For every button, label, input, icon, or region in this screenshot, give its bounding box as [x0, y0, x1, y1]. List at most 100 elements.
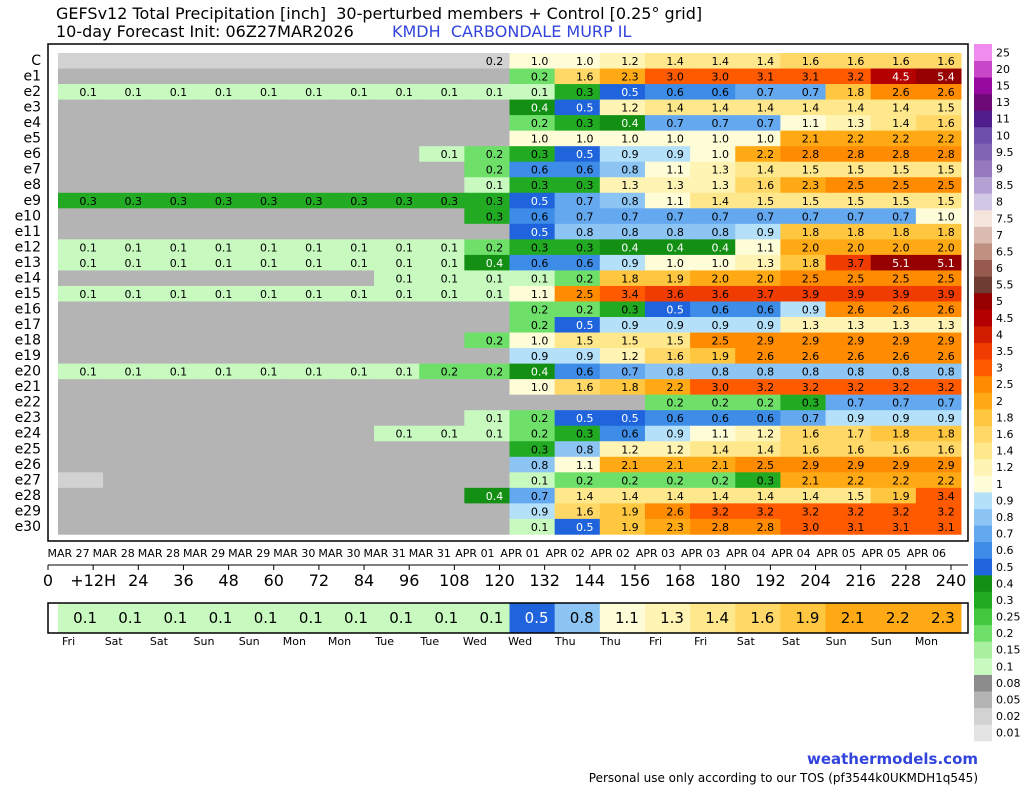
cell-e15-13	[644, 285, 691, 302]
colorbar-swatch-28	[974, 259, 992, 277]
cell-e30-11	[554, 518, 601, 535]
cell-e25-13	[644, 441, 691, 458]
mean-cell-18	[870, 603, 917, 633]
cell-value: 1.4	[802, 102, 820, 115]
cell-e23-19	[915, 410, 962, 427]
cell-value: 0.7	[576, 195, 594, 208]
mean-value: 0.1	[118, 609, 142, 627]
cell-e25-8	[419, 441, 465, 458]
cell-value: 3.2	[802, 381, 820, 394]
cell-value: 0.6	[621, 428, 639, 441]
cell-e29-6	[328, 503, 375, 520]
member-label-e19: e19	[15, 348, 41, 364]
weekday-label: Mon	[283, 635, 306, 648]
cell-e26-12	[599, 456, 646, 473]
cell-e8-18	[870, 177, 917, 194]
cell-value: 3.0	[802, 521, 820, 534]
cell-e13-5	[283, 254, 330, 271]
cell-e28-2	[148, 487, 194, 504]
cell-e6-4	[238, 146, 285, 163]
cell-e4-11	[554, 115, 601, 131]
cell-value: 1.6	[937, 443, 955, 456]
cell-value: 0.1	[486, 412, 504, 425]
cell-e20-12	[599, 363, 646, 380]
cell-value: 0.7	[666, 117, 684, 130]
cell-e25-16	[780, 441, 827, 458]
cell-value: 1.4	[892, 102, 910, 115]
cell-e24-16	[780, 425, 827, 442]
cell-value: 1.6	[666, 350, 684, 363]
cell-e7-17	[825, 161, 872, 178]
colorbar-label: 0.2	[996, 627, 1014, 640]
colorbar-label: 25	[996, 46, 1010, 59]
colorbar-label: 4	[996, 328, 1003, 341]
cell-value: 0.2	[531, 71, 549, 84]
colorbar-label: 11	[996, 113, 1010, 126]
cell-value: 0.4	[486, 257, 504, 270]
cell-value: 3.2	[892, 381, 910, 394]
cell-value: 1.2	[621, 443, 639, 456]
member-label-e10: e10	[15, 208, 41, 224]
cell-value: 2.9	[847, 335, 865, 348]
cell-e8-2	[148, 177, 194, 194]
cell-value: 0.1	[441, 272, 459, 285]
cell-value: 1.5	[892, 195, 910, 208]
cell-e1-1	[103, 68, 149, 85]
cell-value: 0.1	[441, 86, 459, 99]
cell-e3-9	[464, 99, 510, 116]
cell-e1-17	[825, 68, 872, 85]
cell-value: 2.2	[757, 148, 775, 161]
cell-e22-10	[509, 394, 556, 411]
date-label: MAR 28	[138, 547, 180, 560]
cell-value: 0.2	[486, 164, 504, 177]
member-label-e15: e15	[15, 286, 41, 302]
cell-e27-14	[690, 472, 736, 489]
colorbar-label: 0.05	[996, 694, 1021, 707]
cell-value: 3.2	[712, 505, 730, 518]
colorbar-swatch-0	[974, 724, 992, 742]
cell-e14-0	[58, 270, 104, 287]
cell-value: 0.3	[757, 474, 775, 487]
hour-tick-label: 108	[439, 571, 470, 590]
cell-value: 0.8	[892, 366, 910, 379]
date-label: MAR 30	[318, 547, 360, 560]
cell-e25-6	[328, 441, 375, 458]
mean-cell-11	[554, 603, 601, 633]
cell-e22-8	[419, 394, 465, 411]
brand-link[interactable]: weathermodels.com	[806, 750, 978, 768]
cell-e19-7	[374, 348, 420, 364]
cell-e22-19	[915, 394, 962, 411]
cell-value: 1.1	[666, 164, 684, 177]
cell-e6-19	[915, 146, 962, 163]
cell-e26-3	[193, 456, 240, 473]
cell-e9-10	[509, 192, 556, 209]
cell-value: 2.1	[802, 133, 820, 146]
cell-value: 1.4	[712, 102, 730, 115]
cell-e7-9	[464, 161, 510, 178]
cell-value: 1.1	[576, 459, 594, 472]
cell-e26-6	[328, 456, 375, 473]
cell-value: 5.1	[892, 257, 910, 270]
colorbar-label: 4.5	[996, 312, 1014, 325]
cell-e12-11	[554, 239, 601, 256]
cell-value: 0.9	[666, 148, 684, 161]
hour-tick-label: 192	[755, 571, 786, 590]
cell-value: 0.1	[170, 86, 188, 99]
cell-e29-4	[238, 503, 285, 520]
cell-e10-3	[193, 208, 240, 225]
hour-tick-label: 204	[800, 571, 831, 590]
cell-e11-2	[148, 223, 194, 240]
cell-e3-5	[283, 99, 330, 116]
mean-value: 0.1	[163, 609, 187, 627]
mean-cell-3	[193, 603, 240, 633]
cell-e24-19	[915, 425, 962, 442]
cell-e17-5	[283, 317, 330, 333]
cell-e17-14	[690, 317, 736, 333]
cell-value: 1.4	[892, 117, 910, 130]
cell-value: 0.6	[531, 257, 549, 270]
cell-value: 0.1	[441, 241, 459, 254]
cell-e16-15	[735, 301, 781, 318]
cell-e14-11	[554, 270, 601, 287]
cell-value: 0.7	[757, 117, 775, 130]
cell-e16-7	[374, 301, 420, 318]
